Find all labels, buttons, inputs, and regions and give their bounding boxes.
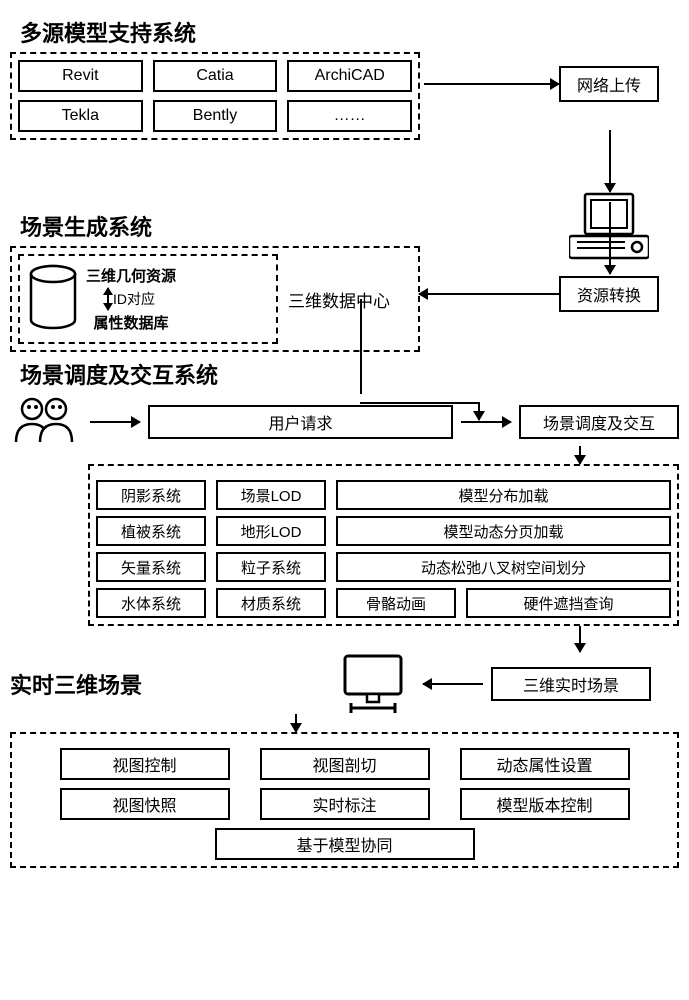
arrow-sched-to-grid: [579, 446, 581, 464]
skel-anim: 骨骼动画: [336, 588, 456, 618]
src-tekla: Tekla: [18, 100, 143, 132]
section4-title: 实时三维场景: [10, 668, 142, 700]
model-collab: 基于模型协同: [215, 828, 475, 860]
line-dc-horiz: [360, 402, 480, 404]
rt-scene-grid-box: 视图控制 视图剖切 动态属性设置 视图快照 实时标注 模型版本控制 基于模型协同: [10, 732, 679, 868]
water-sys: 水体系统: [96, 588, 206, 618]
view-snapshot: 视图快照: [60, 788, 230, 820]
rt-scene-box: 三维实时场景: [491, 667, 651, 701]
datacenter-label: 三维数据中心: [288, 287, 390, 312]
arrow-req-to-sched: [461, 421, 511, 423]
sched-box: 场景调度及交互: [519, 405, 679, 439]
line-dc-down: [360, 299, 362, 394]
section1-title: 多源模型支持系统: [20, 16, 679, 48]
arrow-grid-to-rtscene: [579, 626, 581, 652]
user-request-box: 用户请求: [148, 405, 453, 439]
veg-sys: 植被系统: [96, 516, 206, 546]
geom-label: 三维几何资源: [86, 265, 176, 286]
dyn-page-load: 模型动态分页加载: [336, 516, 671, 546]
octree: 动态松弛八叉树空间划分: [336, 552, 671, 582]
particle-sys: 粒子系统: [216, 552, 326, 582]
sched-grid-box: 阴影系统 场景LOD 模型分布加载 植被系统 地形LOD 模型动态分页加载 矢量…: [88, 464, 679, 626]
material-sys: 材质系统: [216, 588, 326, 618]
model-version: 模型版本控制: [460, 788, 630, 820]
terrain-lod: 地形LOD: [216, 516, 326, 546]
dyn-attr: 动态属性设置: [460, 748, 630, 780]
view-control: 视图控制: [60, 748, 230, 780]
database-icon: [28, 264, 78, 334]
section3-title: 场景调度及交互系统: [20, 358, 679, 390]
src-catia: Catia: [153, 60, 278, 92]
upload-box: 网络上传: [559, 66, 659, 102]
arrow-resconv-to-dc: [419, 293, 559, 295]
scene-gen-box: 三维几何资源 ID对应 属性数据库 三维数据中心: [10, 246, 420, 352]
vector-sys: 矢量系统: [96, 552, 206, 582]
rt-annotate: 实时标注: [260, 788, 430, 820]
src-more: ……: [287, 100, 412, 132]
users-icon: [10, 394, 82, 450]
view-section: 视图剖切: [260, 748, 430, 780]
src-bently: Bently: [153, 100, 278, 132]
shadow-sys: 阴影系统: [96, 480, 206, 510]
monitor-icon: [337, 652, 409, 716]
arrow-server-to-resconv: [609, 202, 611, 274]
attr-label: 属性数据库: [94, 312, 169, 333]
arrow-to-upload: [424, 83, 559, 85]
src-archicad: ArchiCAD: [287, 60, 412, 92]
src-revit: Revit: [18, 60, 143, 92]
arrow-users-to-req: [90, 421, 140, 423]
multi-source-box: Revit Catia ArchiCAD Tekla Bently ……: [10, 52, 420, 140]
arrow-monitor-to-grid: [295, 714, 297, 732]
arrow-dc-to-sched-line: [478, 402, 480, 420]
id-updown-arrow: [107, 288, 109, 310]
dist-load: 模型分布加载: [336, 480, 671, 510]
id-label: ID对应: [113, 289, 155, 309]
arrow-rtscene-to-monitor: [423, 683, 483, 685]
arrow-upload-to-server: [609, 130, 611, 192]
resource-convert-box: 资源转换: [559, 276, 659, 312]
hw-occlusion: 硬件遮挡查询: [466, 588, 671, 618]
scene-lod: 场景LOD: [216, 480, 326, 510]
